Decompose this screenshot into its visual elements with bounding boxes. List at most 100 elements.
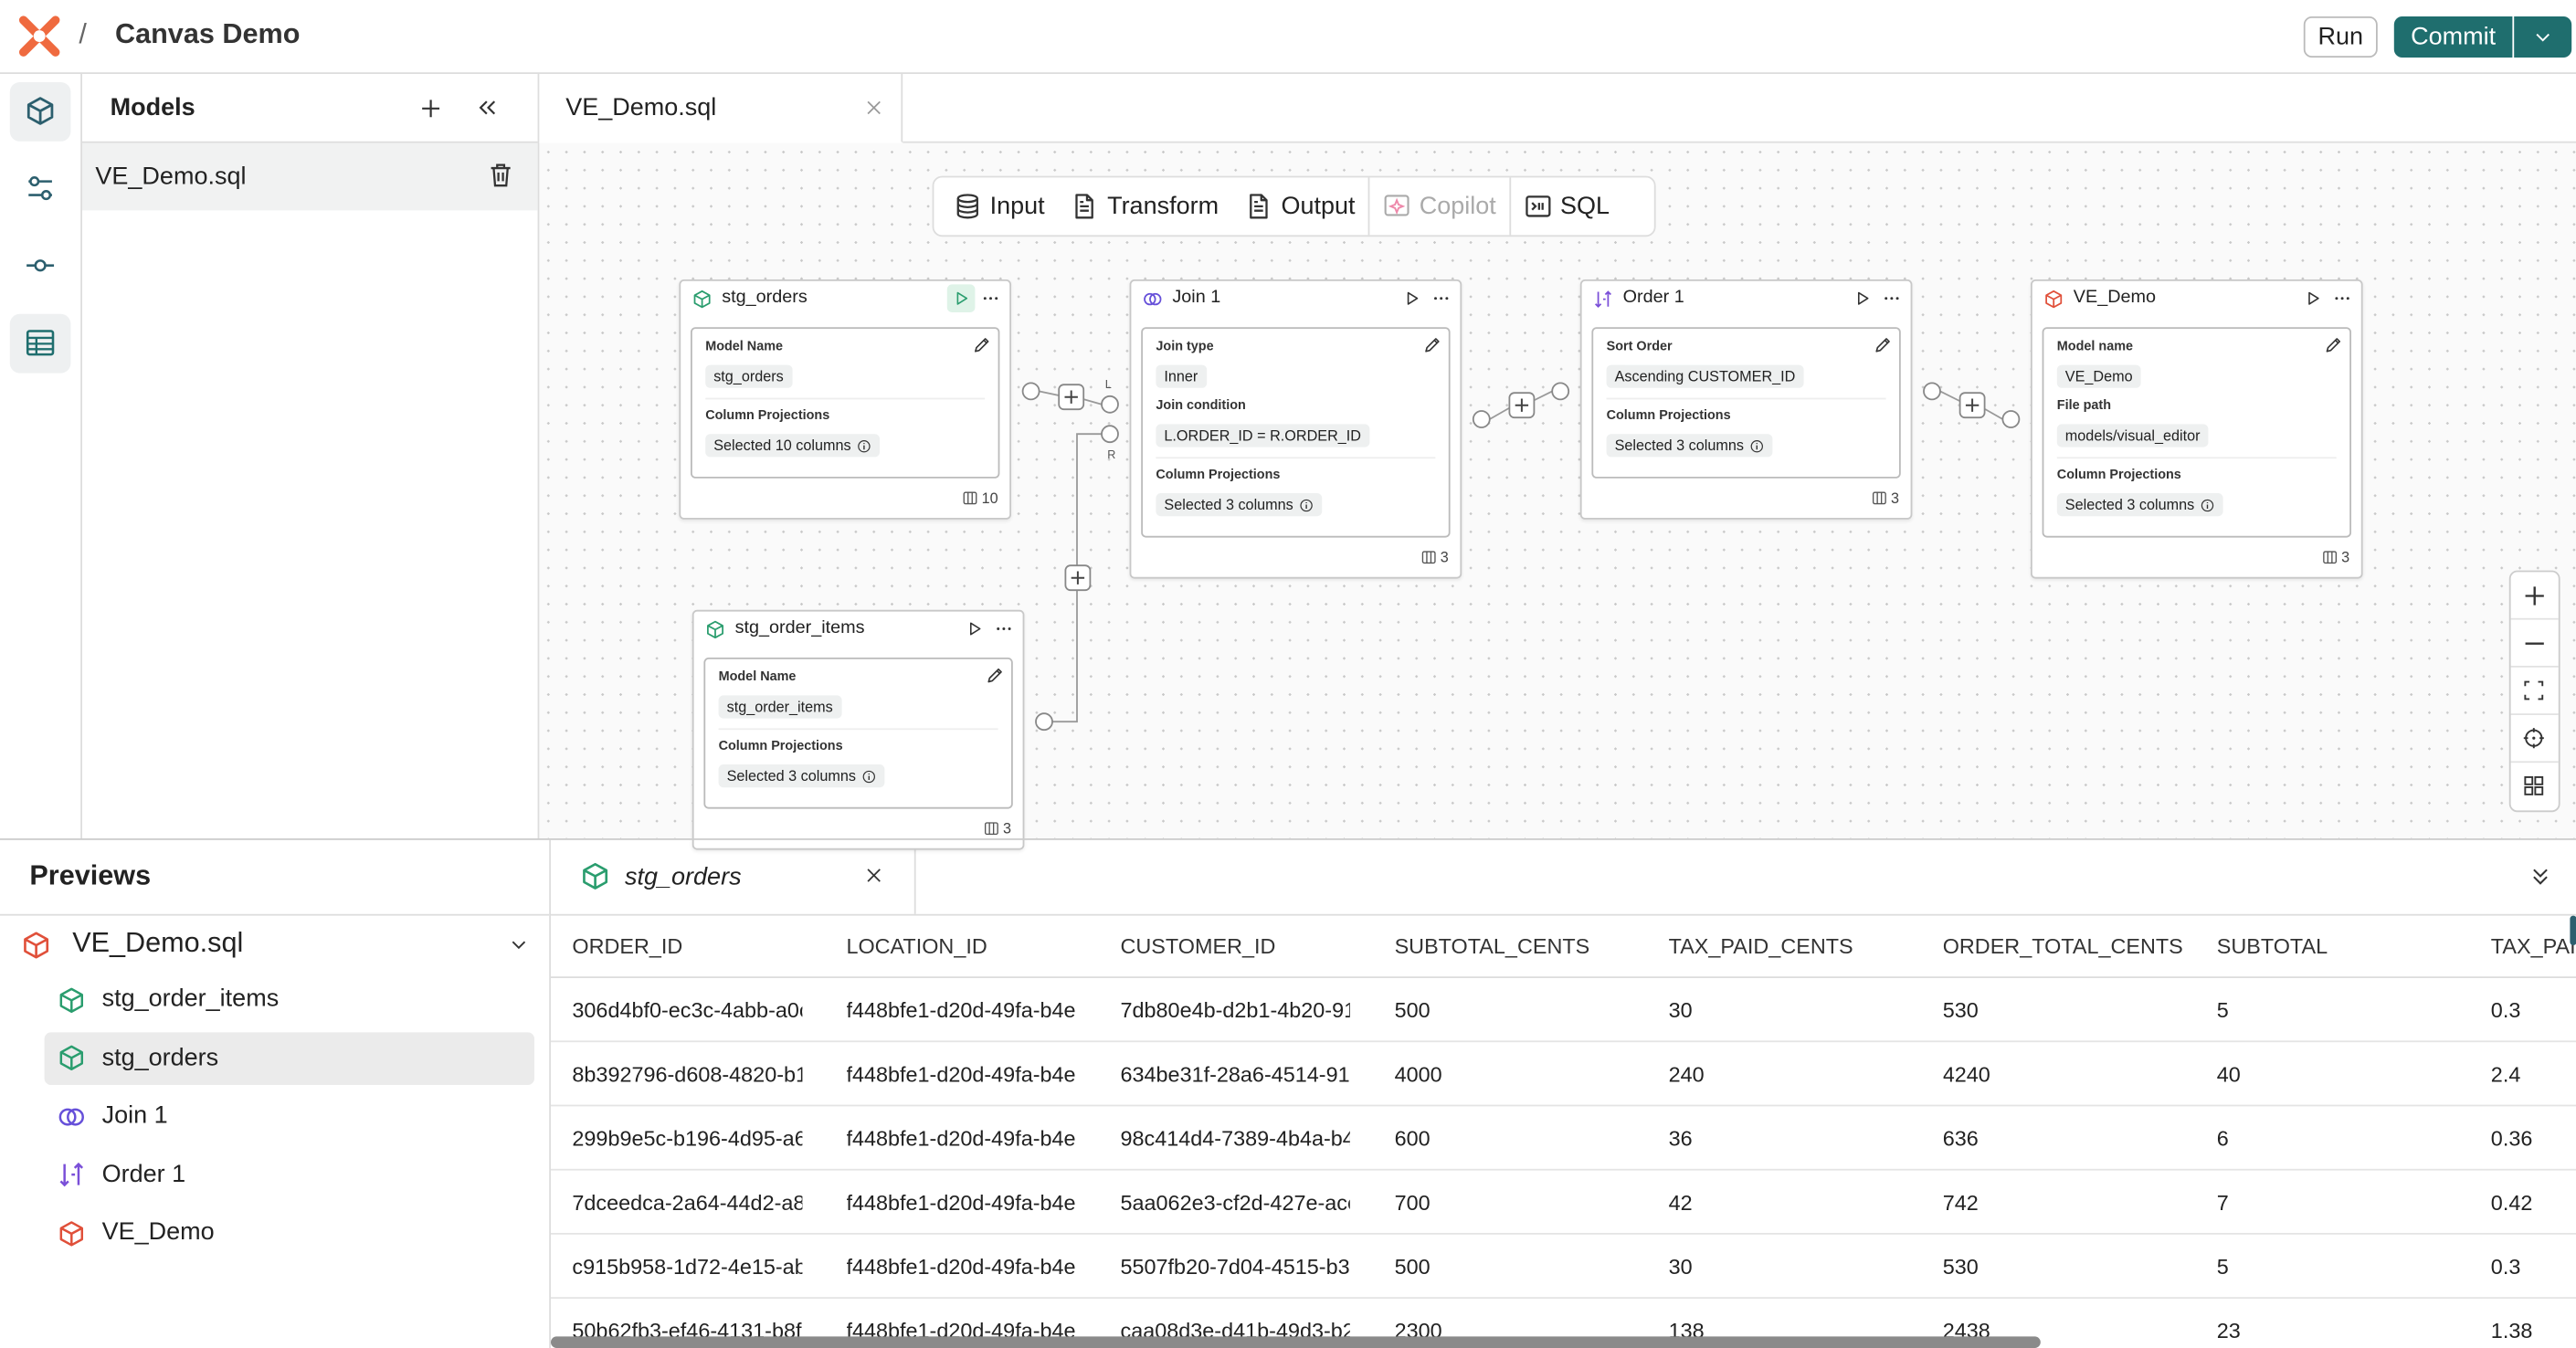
run-node-button[interactable] [1398,284,1426,312]
collapse-icon[interactable] [475,95,500,120]
column-header: TAX_PAID [2490,933,2576,959]
field-chip: Inner [1156,364,1207,388]
port[interactable] [1472,410,1491,428]
breadcrumb-separator: / [79,17,87,49]
pencil-icon[interactable] [1873,335,1893,355]
port[interactable] [1923,382,1941,401]
pencil-icon[interactable] [2323,335,2343,355]
ddown-icon-part [2533,869,2548,885]
pencil-icon[interactable] [972,335,992,355]
node-title: VE_Demo [2073,288,2157,308]
model-icon [707,620,723,639]
info-icon[interactable] [856,438,871,453]
node[interactable]: stg_order_items Model Name stg_order_items… [692,609,1025,850]
dots-icon[interactable] [982,290,1000,308]
commit-dropdown[interactable] [2514,16,2572,58]
grid-icon-part [2534,786,2544,795]
info-icon[interactable] [1748,438,1763,453]
row-line [551,1233,2576,1235]
info-icon[interactable] [860,769,875,784]
preview-tab[interactable]: stg_orders [551,839,916,914]
join-icon-part [1144,292,1156,306]
node[interactable]: Join 1 Join type Inner Join condition L.ORDE… [1129,279,1462,579]
port[interactable] [1101,425,1119,444]
ddown-icon[interactable] [2528,865,2551,888]
divider [2056,457,2337,459]
table-cell: 530 [1942,1254,1979,1280]
zoom-button[interactable] [2510,620,2559,668]
dots-icon[interactable] [2333,290,2351,308]
close-icon[interactable] [863,97,884,118]
plus-icon [2525,586,2544,606]
run-node-button[interactable] [2298,284,2327,312]
dots-icon-part [2346,297,2349,300]
tree-item[interactable]: stg_order_items [101,985,280,1013]
dots-icon[interactable] [1432,290,1451,308]
zoom-button[interactable] [2510,715,2559,764]
tree-item[interactable]: stg_orders [101,1043,219,1071]
canvas-toolbar: Input Transform Output Copilot SQL [932,175,1656,237]
port[interactable] [1021,382,1040,401]
spark-icon-part [1388,197,1406,216]
close-icon[interactable] [863,865,884,886]
info-icon[interactable] [1298,498,1313,512]
rail-button[interactable] [9,82,71,142]
port[interactable] [1101,395,1119,414]
v-scrollbar[interactable] [2570,915,2576,945]
run-node-button[interactable] [946,284,976,312]
rail-button[interactable] [10,160,71,219]
run-button[interactable]: Run [2303,16,2378,58]
project-title: Canvas Demo [115,17,301,49]
commit-button[interactable]: Commit [2393,16,2513,58]
tree-item[interactable]: Order 1 [101,1159,186,1188]
run-node-button[interactable] [960,615,988,643]
down-icon[interactable] [508,933,529,954]
zoom-button[interactable] [2511,763,2559,810]
info-icon[interactable] [2200,498,2214,512]
toolbar-button[interactable]: Transform [1058,177,1231,235]
node[interactable]: Order 1 Sort Order Ascending CUSTOMER_ID Co… [1579,279,1913,520]
field-label: Model Name [718,669,797,684]
dots-icon-part [989,297,992,300]
tree-root[interactable]: VE_Demo.sql [72,927,244,959]
tree-item[interactable]: Join 1 [101,1101,168,1130]
plus-icon[interactable] [419,97,442,120]
editor-tab[interactable]: VE_Demo.sql [539,74,903,143]
dots-icon-part [2340,297,2344,300]
zoom-button[interactable] [2510,572,2559,620]
trash-icon[interactable] [487,161,515,189]
pencil-icon-part [975,338,989,353]
toolbar-button[interactable]: Output [1232,177,1368,235]
cols-icon [963,491,977,505]
zoom-button[interactable] [2510,668,2559,715]
node-header: VE_Demo [2032,281,2361,318]
toolbar-button[interactable]: SQL [1511,177,1622,235]
rail-button[interactable] [10,237,71,296]
model-file-row[interactable]: VE_Demo.sql [82,142,538,211]
node[interactable]: VE_Demo Model name VE_Demo File path models/… [2031,279,2363,579]
toolbar-button[interactable]: Input [941,177,1058,235]
join-icon-part [1149,292,1162,306]
node-footer: 3 [694,809,1023,848]
rail-button[interactable] [9,313,71,374]
cols-icon-part [2327,552,2333,563]
pencil-icon[interactable] [1422,335,1442,355]
table-cell: 0.3 [2490,1254,2521,1280]
table-cell: 5aa062e3-cf2d-427e-acc1 [1120,1190,1350,1216]
tree-item[interactable]: VE_Demo [101,1217,215,1247]
node[interactable]: stg_orders Model Name stg_orders Column Pro… [679,279,1011,520]
port[interactable] [2001,410,2021,428]
column-count: 10 [981,490,998,507]
pencil-icon-part [2326,338,2341,353]
port[interactable] [1035,712,1053,732]
port[interactable] [1551,382,1570,401]
cols-icon [2323,551,2337,564]
node-footer: 3 [1582,479,1911,518]
field-label: Model Name [705,338,784,353]
dots-icon[interactable] [995,620,1013,638]
pencil-icon[interactable] [985,666,1005,686]
dots-icon[interactable] [1883,290,1901,308]
h-scrollbar[interactable] [551,1336,2041,1348]
run-node-button[interactable] [1848,284,1876,312]
row-line [551,1104,2576,1107]
